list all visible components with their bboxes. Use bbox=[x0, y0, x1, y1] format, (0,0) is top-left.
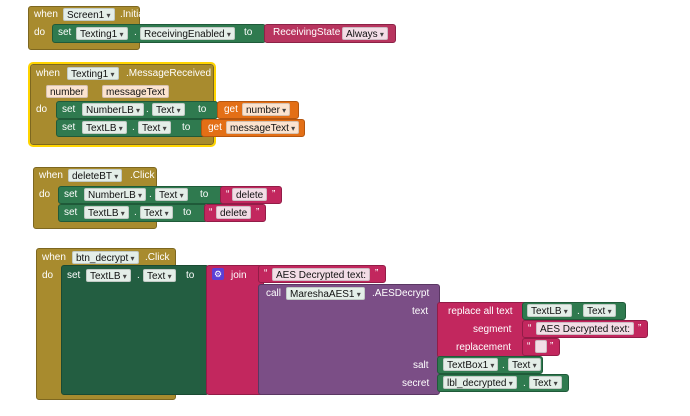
deletebt-dropdown[interactable]: deleteBT bbox=[68, 169, 123, 182]
replacement-label: replacement bbox=[456, 342, 512, 353]
segment-label: segment bbox=[473, 324, 512, 335]
text-prop-dropdown[interactable]: Text bbox=[143, 269, 176, 282]
numberlb-dropdown[interactable]: NumberLB bbox=[84, 188, 147, 201]
open-quote: “ bbox=[528, 323, 532, 334]
close-quote: ” bbox=[272, 189, 276, 200]
get-number-dropdown[interactable]: number bbox=[242, 103, 291, 116]
dot-label: . bbox=[502, 360, 505, 371]
get-label: get bbox=[208, 122, 222, 133]
numberlb-dropdown[interactable]: NumberLB bbox=[82, 103, 145, 116]
delete-text-value[interactable]: delete bbox=[216, 206, 252, 219]
event-label: .Initialize bbox=[120, 9, 159, 20]
dot-label: . bbox=[137, 270, 140, 281]
secret-arg-label: secret bbox=[402, 378, 430, 389]
close-quote: ” bbox=[256, 207, 260, 218]
textlb-dropdown[interactable]: TextLB bbox=[86, 269, 131, 282]
call-label: call bbox=[266, 288, 282, 299]
close-quote: ” bbox=[375, 268, 379, 279]
when-label: when bbox=[42, 252, 66, 263]
to-label: to bbox=[183, 207, 192, 218]
textlb-dropdown[interactable]: TextLB bbox=[82, 121, 127, 134]
dot-label: . bbox=[132, 122, 135, 133]
salt-arg-label: salt bbox=[413, 360, 429, 371]
event-label: .Click bbox=[145, 252, 170, 263]
lbl-decrypted-dropdown[interactable]: lbl_decrypted bbox=[443, 376, 517, 389]
close-quote: ” bbox=[550, 341, 554, 352]
set-label: set bbox=[58, 27, 72, 38]
dot-label: . bbox=[134, 207, 137, 218]
get-message-text-dropdown[interactable]: messageText bbox=[226, 121, 300, 134]
aes-decrypt-call-block[interactable] bbox=[258, 284, 440, 395]
text-prop-dropdown[interactable]: Text bbox=[155, 188, 188, 201]
text-prop-dropdown[interactable]: Text bbox=[140, 206, 173, 219]
to-label: to bbox=[198, 104, 207, 115]
to-label: to bbox=[182, 122, 191, 133]
textlb-dropdown[interactable]: TextLB bbox=[527, 304, 572, 317]
do-label: do bbox=[36, 104, 48, 115]
open-quote: “ bbox=[527, 341, 531, 352]
btn-decrypt-dropdown[interactable]: btn_decrypt bbox=[72, 251, 139, 264]
open-quote: “ bbox=[226, 189, 230, 200]
when-label: when bbox=[36, 68, 60, 79]
set-textlb-decrypt-block[interactable] bbox=[61, 265, 209, 395]
to-label: to bbox=[244, 27, 253, 38]
text-arg-label: text bbox=[412, 306, 429, 317]
texting1-dropdown[interactable]: Texting1 bbox=[76, 27, 128, 40]
do-label: do bbox=[34, 27, 46, 38]
param-message-text[interactable]: messageText bbox=[102, 85, 169, 98]
text-prop-dropdown[interactable]: Text bbox=[583, 304, 616, 317]
to-label: to bbox=[186, 270, 195, 281]
text-prop-dropdown[interactable]: Text bbox=[508, 358, 541, 371]
segment-text-value[interactable]: AES Decrypted text: bbox=[536, 322, 635, 335]
aes-decrypt-method-label: .AESDecrypt bbox=[372, 288, 430, 299]
aes-decrypted-text-value[interactable]: AES Decrypted text: bbox=[272, 268, 371, 281]
replace-all-text-label: replace all text bbox=[448, 306, 513, 317]
dot-label: . bbox=[134, 27, 137, 38]
set-label: set bbox=[64, 189, 78, 200]
always-dropdown[interactable]: Always bbox=[342, 27, 388, 40]
param-number[interactable]: number bbox=[46, 85, 88, 98]
dot-label: . bbox=[146, 104, 149, 115]
replacement-text-value[interactable] bbox=[535, 340, 547, 353]
open-quote: “ bbox=[264, 268, 268, 279]
dot-label: . bbox=[523, 378, 526, 389]
join-label: join bbox=[231, 270, 247, 281]
join-block[interactable] bbox=[206, 265, 264, 395]
to-label: to bbox=[200, 189, 209, 200]
maresha-aes1-dropdown[interactable]: MareshaAES1 bbox=[286, 287, 365, 300]
do-label: do bbox=[39, 189, 51, 200]
get-label: get bbox=[224, 104, 238, 115]
event-label: .MessageReceived bbox=[126, 68, 212, 79]
dot-label: . bbox=[149, 189, 152, 200]
receiving-enabled-dropdown[interactable]: ReceivingEnabled bbox=[140, 27, 235, 40]
set-label: set bbox=[64, 207, 78, 218]
set-label: set bbox=[62, 104, 76, 115]
event-label: .Click bbox=[130, 170, 155, 181]
text-prop-dropdown[interactable]: Text bbox=[152, 103, 185, 116]
set-label: set bbox=[62, 122, 76, 133]
text-prop-dropdown[interactable]: Text bbox=[138, 121, 171, 134]
when-label: when bbox=[34, 9, 58, 20]
do-label: do bbox=[42, 270, 54, 281]
component-dropdown[interactable]: Screen1 bbox=[63, 8, 115, 21]
dot-label: . bbox=[577, 306, 580, 317]
text-prop-dropdown[interactable]: Text bbox=[529, 376, 562, 389]
texting1-component-dropdown[interactable]: Texting1 bbox=[67, 67, 119, 80]
textbox1-dropdown[interactable]: TextBox1 bbox=[443, 358, 499, 371]
set-label: set bbox=[67, 270, 81, 281]
delete-text-value[interactable]: delete bbox=[232, 188, 268, 201]
when-label: when bbox=[39, 170, 63, 181]
gear-icon[interactable]: ⚙ bbox=[212, 268, 224, 280]
receiving-state-label: ReceivingState bbox=[273, 27, 341, 38]
open-quote: “ bbox=[209, 207, 213, 218]
textlb-dropdown[interactable]: TextLB bbox=[84, 206, 129, 219]
close-quote: ” bbox=[638, 323, 642, 334]
